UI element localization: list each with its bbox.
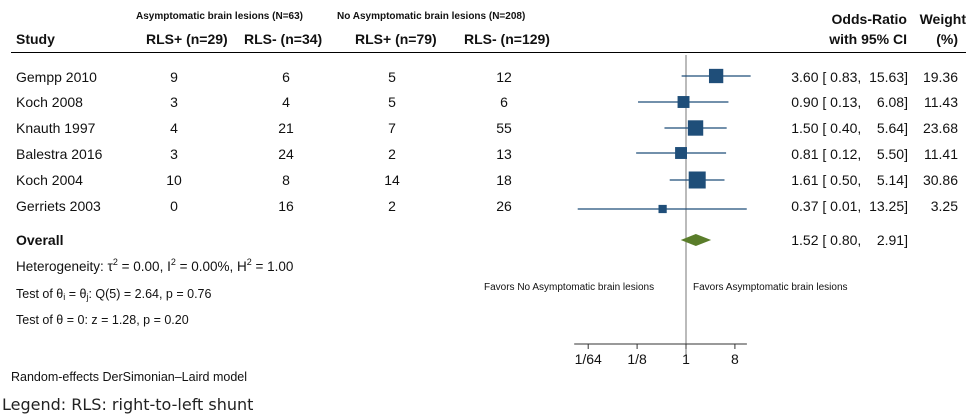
cell-c4: 26: [496, 198, 512, 214]
header-weight: Weight: [919, 11, 966, 27]
or-ci-text: 1.61 [ 0.50, 5.14]: [791, 172, 908, 188]
weight-value: 19.36: [922, 69, 958, 85]
header-col-rls-neg-noasym: RLS- (n=129): [464, 31, 550, 47]
cell-c1: 3: [170, 94, 178, 110]
or-ci-text: 0.81 [ 0.12, 5.50]: [791, 146, 908, 162]
model-note: Random-effects DerSimonian–Laird model: [11, 370, 247, 384]
cell-c2: 21: [278, 120, 294, 136]
test-homogeneity: Test of θi = θj: Q(5) = 2.64, p = 0.76: [16, 287, 212, 302]
header-ci: with 95% CI: [829, 31, 907, 47]
cell-c3: 2: [388, 198, 396, 214]
cell-c3: 7: [388, 120, 396, 136]
study-marker-0: [708, 68, 724, 84]
test-overall-effect: Test of θ = 0: z = 1.28, p = 0.20: [16, 313, 189, 327]
cell-c2: 24: [278, 146, 294, 162]
overall-diamond: [680, 234, 712, 246]
study-name: Koch 2004: [16, 172, 83, 188]
favors-right-label: Favors Asymptomatic brain lesions: [693, 282, 848, 293]
x-tick-label-1: 1/8: [627, 351, 647, 367]
header-rule: [11, 52, 966, 53]
cell-c1: 0: [170, 198, 178, 214]
cell-c1: 4: [170, 120, 178, 136]
group-header-no-asymptomatic: No Asymptomatic brain lesions (N=208): [337, 11, 526, 22]
study-marker-4: [688, 171, 706, 189]
or-ci-text: 0.90 [ 0.13, 6.08]: [791, 94, 908, 110]
x-tick-label-2: 1: [682, 351, 690, 367]
heterogeneity-stats: Heterogeneity: τ2 = 0.00, I2 = 0.00%, H2…: [16, 257, 294, 275]
cell-c2: 6: [282, 69, 290, 85]
cell-c4: 13: [496, 146, 512, 162]
header-col-rls-neg-asym: RLS- (n=34): [244, 31, 323, 47]
weight-value: 3.25: [930, 198, 958, 214]
cell-c1: 3: [170, 146, 178, 162]
study-marker-1: [677, 96, 690, 108]
study-marker-5: [658, 204, 667, 214]
header-odds-ratio: Odds-Ratio: [831, 11, 907, 27]
cell-c2: 4: [282, 94, 290, 110]
or-ci-text: 3.60 [ 0.83, 15.63]: [791, 69, 908, 85]
cell-c4: 6: [500, 94, 508, 110]
cell-c3: 5: [388, 94, 396, 110]
overall-or-ci-text: 1.52 [ 0.80, 2.91]: [791, 232, 908, 248]
cell-c3: 5: [388, 69, 396, 85]
cell-c3: 14: [384, 172, 400, 188]
cell-c3: 2: [388, 146, 396, 162]
weight-value: 30.86: [922, 172, 958, 188]
header-col-rls-pos-noasym: RLS+ (n=79): [355, 31, 437, 47]
legend-note: Legend: RLS: right-to-left shunt: [2, 395, 254, 414]
cell-c1: 10: [166, 172, 182, 188]
cell-c2: 16: [278, 198, 294, 214]
weight-value: 23.68: [922, 120, 958, 136]
study-marker-3: [675, 147, 687, 159]
header-study: Study: [16, 31, 55, 47]
study-name: Gerriets 2003: [16, 198, 101, 214]
x-tick-label-3: 8: [731, 351, 739, 367]
favors-left-label: Favors No Asymptomatic brain lesions: [484, 282, 655, 293]
group-header-asymptomatic: Asymptomatic brain lesions (N=63): [136, 11, 303, 22]
study-name: Koch 2008: [16, 94, 83, 110]
cell-c4: 12: [496, 69, 512, 85]
study-name: Balestra 2016: [16, 146, 103, 162]
study-name: Gempp 2010: [16, 69, 97, 85]
weight-value: 11.41: [924, 146, 958, 162]
weight-value: 11.43: [924, 94, 958, 110]
header-weight-unit: (%): [936, 31, 958, 47]
or-ci-text: 0.37 [ 0.01, 13.25]: [791, 198, 908, 214]
cell-c4: 55: [496, 120, 512, 136]
cell-c4: 18: [496, 172, 512, 188]
cell-c2: 8: [282, 172, 290, 188]
header-col-rls-pos-asym: RLS+ (n=29): [146, 31, 228, 47]
study-name: Knauth 1997: [16, 120, 96, 136]
cell-c1: 9: [170, 69, 178, 85]
or-ci-text: 1.50 [ 0.40, 5.64]: [791, 120, 908, 136]
overall-label: Overall: [16, 232, 64, 248]
study-marker-2: [687, 120, 704, 136]
x-tick-label-0: 1/64: [575, 351, 602, 367]
